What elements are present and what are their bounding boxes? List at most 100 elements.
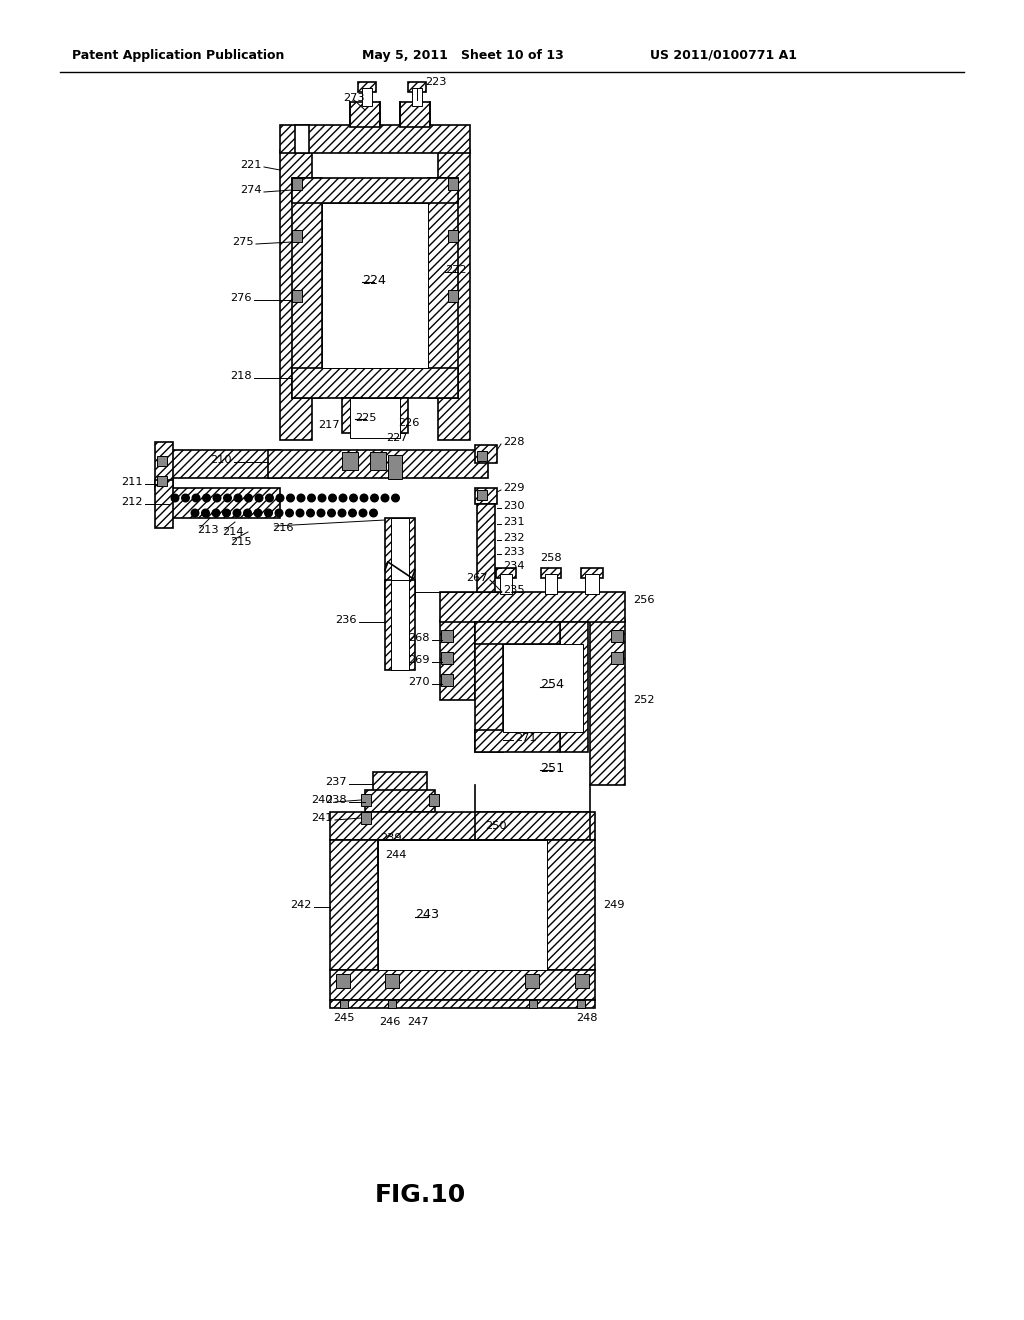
Bar [385,579,415,671]
Text: 217: 217 [318,420,340,430]
Bar [611,630,623,642]
Circle shape [307,494,315,502]
Bar [581,568,603,578]
Text: Patent Application Publication: Patent Application Publication [72,49,285,62]
Circle shape [202,510,209,517]
Bar [428,178,458,399]
Bar [441,652,453,664]
Bar [361,795,371,807]
Bar [440,591,625,622]
Bar [330,812,595,840]
Bar [358,82,376,92]
Bar [322,203,428,368]
Bar [590,620,625,785]
Circle shape [171,494,179,502]
Circle shape [245,494,252,502]
Bar [391,579,409,671]
Text: 210: 210 [210,455,232,465]
Bar [408,82,426,92]
Bar [449,178,458,190]
Circle shape [339,494,347,502]
Circle shape [212,510,220,517]
Text: 233: 233 [503,546,524,557]
Circle shape [318,494,326,502]
Bar [350,102,380,127]
Text: 230: 230 [503,502,524,511]
Text: 243: 243 [415,908,439,921]
Bar [157,477,167,486]
Bar [336,974,350,987]
Bar [545,574,557,594]
Circle shape [222,510,230,517]
Text: 273: 273 [343,92,365,103]
Text: 236: 236 [336,615,357,624]
Text: 245: 245 [333,1012,354,1023]
Text: 271: 271 [515,733,537,743]
Text: 215: 215 [230,537,252,546]
Circle shape [360,494,368,502]
Text: 211: 211 [122,477,143,487]
Bar [292,368,458,399]
Text: 228: 228 [503,437,524,447]
Bar [611,652,623,664]
Bar [370,451,386,470]
Bar [547,840,595,970]
Bar [292,178,458,203]
Bar [560,622,588,752]
Bar [330,1001,595,1008]
Bar [475,730,560,752]
Circle shape [287,494,294,502]
Bar [388,455,402,479]
Circle shape [233,510,241,517]
Text: 258: 258 [540,553,561,564]
Circle shape [297,494,305,502]
Circle shape [254,510,262,517]
Circle shape [350,494,357,502]
Bar [388,399,408,433]
Bar [503,644,583,733]
Bar [477,490,487,500]
Text: 276: 276 [230,293,252,304]
Text: 269: 269 [409,655,430,665]
Bar [429,795,439,807]
Bar [525,974,539,987]
Bar [330,970,595,1001]
Bar [385,974,399,987]
Bar [365,789,435,812]
Text: 251: 251 [540,762,564,775]
Text: 254: 254 [540,678,564,692]
Bar [475,622,503,752]
Text: 238: 238 [326,795,347,805]
Bar [441,675,453,686]
Text: 213: 213 [197,525,219,535]
Bar [378,840,547,970]
Text: May 5, 2011   Sheet 10 of 13: May 5, 2011 Sheet 10 of 13 [362,49,564,62]
Text: 225: 225 [355,413,377,422]
Bar [500,574,512,594]
Bar [529,1001,537,1008]
Bar [295,125,309,153]
Text: 224: 224 [362,273,386,286]
Text: 247: 247 [408,1016,429,1027]
Bar [438,150,470,440]
Text: 272: 272 [445,265,467,275]
Text: 275: 275 [232,238,254,247]
Bar [362,88,372,106]
Text: 274: 274 [241,185,262,195]
Circle shape [338,510,346,517]
Circle shape [265,494,273,502]
Bar [280,125,470,153]
Text: 231: 231 [503,517,524,527]
Bar [373,772,427,792]
Text: 256: 256 [633,595,654,605]
Bar [170,488,280,517]
Text: 240: 240 [311,795,333,805]
Text: 268: 268 [409,634,430,643]
Circle shape [264,510,272,517]
Bar [577,1001,585,1008]
Text: 221: 221 [241,160,262,170]
Bar [449,290,458,302]
Bar [585,574,599,594]
Bar [292,230,302,242]
Bar [155,442,173,490]
